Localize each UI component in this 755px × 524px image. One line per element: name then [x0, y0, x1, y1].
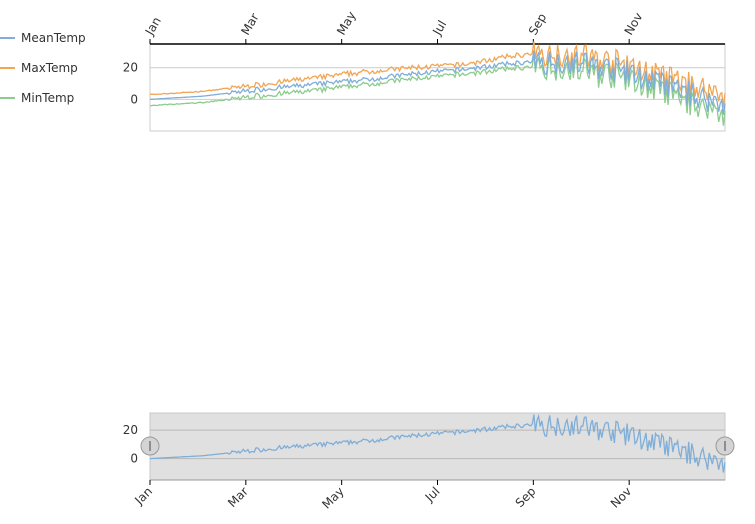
series-line-maxtemp [149, 41, 726, 108]
navigator-x-tick-label: Jul [422, 484, 443, 505]
x-tick-label: Sep [526, 11, 549, 38]
legend-item-maxtemp[interactable]: MaxTemp [0, 58, 78, 78]
navigator-y-tick-label: 20 [123, 423, 138, 437]
navigator-x-tick-label: Mar [225, 484, 251, 510]
legend-swatch-maxtemp [0, 67, 15, 69]
x-tick-label: Jul [429, 18, 449, 38]
legend-label-maxtemp: MaxTemp [21, 61, 78, 75]
x-tick-label: Jan [142, 14, 164, 38]
navigator-x-tick-label: Jan [131, 484, 155, 508]
legend-label-mintemp: MinTemp [21, 91, 75, 105]
legend-label-meantemp: MeanTemp [21, 31, 86, 45]
series-line-meantemp [149, 50, 726, 115]
legend-item-meantemp[interactable]: MeanTemp [0, 28, 86, 48]
navigator-area [149, 412, 726, 481]
x-tick-label: Mar [238, 11, 261, 38]
legend-swatch-meantemp [0, 37, 15, 39]
y-tick-label: 0 [130, 92, 138, 106]
legend-swatch-mintemp [0, 97, 15, 99]
navigator-x-tick-label: May [319, 484, 346, 511]
plot-area [149, 43, 726, 132]
navigator-x-tick-label: Nov [608, 484, 634, 510]
legend-item-mintemp[interactable]: MinTemp [0, 88, 74, 108]
navigator-handle-left[interactable] [140, 436, 160, 456]
navigator-series-meantemp [149, 413, 726, 473]
navigator-x-tick-label: Sep [513, 484, 539, 510]
x-tick-label: May [334, 9, 359, 37]
navigator-handle-right[interactable] [715, 436, 735, 456]
y-tick-label: 20 [123, 61, 138, 75]
x-tick-label: Nov [622, 10, 646, 37]
series-line-mintemp [149, 53, 726, 126]
navigator-y-tick-label: 0 [130, 452, 138, 466]
